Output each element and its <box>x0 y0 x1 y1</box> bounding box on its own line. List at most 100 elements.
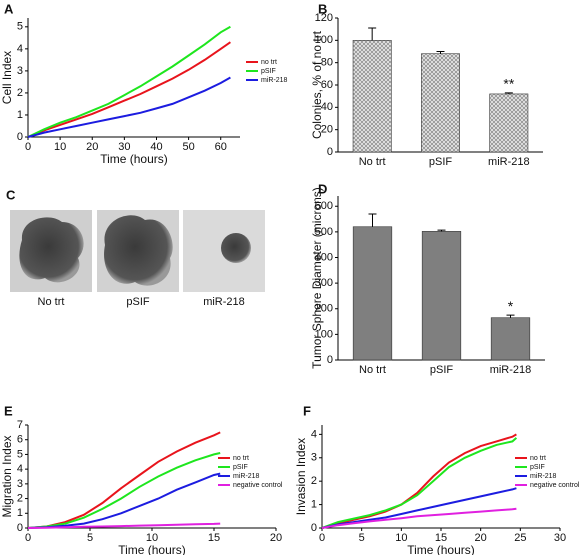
x-tick-label: pSIF <box>429 156 453 168</box>
x-tick-label: 30 <box>554 532 566 544</box>
y-tick-label: 80 <box>321 57 333 69</box>
x-tick-label: 5 <box>359 532 365 544</box>
error-bar <box>368 213 377 227</box>
y-tick-label: 0 <box>17 131 23 143</box>
image-label: No trt <box>38 296 65 308</box>
y-tick-label: 3 <box>17 65 23 77</box>
series-line <box>27 431 221 529</box>
y-tick-label: 20 <box>321 124 333 136</box>
series-line <box>27 25 231 138</box>
series-line <box>321 433 517 529</box>
series-line <box>27 522 221 529</box>
legend-label: miR-218 <box>530 473 557 480</box>
x-tick-label: 0 <box>25 141 31 153</box>
y-tick-label: 4 <box>17 463 23 475</box>
y-tick-label: 200 <box>315 303 333 315</box>
y-tick-label: 5 <box>17 448 23 460</box>
bar <box>490 317 531 361</box>
y-tick-label: 600 <box>315 200 333 212</box>
y-tick-label: 400 <box>315 251 333 263</box>
x-tick-label: 25 <box>514 532 526 544</box>
y-tick-label: 500 <box>315 226 333 238</box>
x-tick-label: 20 <box>270 532 282 544</box>
x-tick-label: 30 <box>118 141 130 153</box>
y-tick-label: 4 <box>311 428 317 440</box>
legend-label: pSIF <box>233 464 248 471</box>
y-tick-label: 40 <box>321 101 333 113</box>
y-tick-label: 2 <box>311 475 317 487</box>
annotation: * <box>508 298 514 314</box>
sphere <box>104 215 173 286</box>
panel-letter: C <box>6 187 16 202</box>
panel-letter: E <box>4 403 13 418</box>
y-tick-label: 0 <box>17 522 23 534</box>
x-tick-label: 20 <box>86 141 98 153</box>
x-tick-label: 20 <box>475 532 487 544</box>
legend-label: miR-218 <box>233 473 260 480</box>
series-line <box>321 437 518 529</box>
y-tick-label: 7 <box>17 419 23 431</box>
y-tick-label: 4 <box>17 43 23 55</box>
error-bar <box>436 51 445 54</box>
x-tick-label: 10 <box>146 532 158 544</box>
x-tick-label: 10 <box>54 141 66 153</box>
y-axis-label: Tumor Sphere Diameter (microns) <box>310 187 324 369</box>
series-line <box>27 452 221 529</box>
x-tick-label: 15 <box>435 532 447 544</box>
panel-letter: F <box>303 403 311 418</box>
x-tick-label: 10 <box>395 532 407 544</box>
y-tick-label: 0 <box>327 146 333 158</box>
x-axis-label: Time (hours) <box>118 543 186 555</box>
y-tick-label: 0 <box>311 522 317 534</box>
x-tick-label: 60 <box>215 141 227 153</box>
sphere <box>221 233 251 263</box>
bar <box>352 226 393 361</box>
image-label: pSIF <box>126 296 150 308</box>
x-tick-label: No trt <box>359 364 386 376</box>
sphere <box>19 217 84 283</box>
y-tick-label: 120 <box>315 12 333 24</box>
y-tick-label: 3 <box>17 478 23 490</box>
bar <box>352 40 392 153</box>
y-tick-label: 1 <box>311 498 317 510</box>
image-label: miR-218 <box>203 296 245 308</box>
error-bar <box>506 314 515 318</box>
y-tick-label: 2 <box>17 492 23 504</box>
error-bar <box>368 27 377 41</box>
panel-c: C No trt pSIF miR-218 <box>6 187 265 308</box>
annotation: ** <box>503 76 514 92</box>
series-line <box>27 41 231 138</box>
legend-label: pSIF <box>530 464 545 471</box>
y-tick-label: 0 <box>327 354 333 366</box>
bar <box>489 93 529 153</box>
x-tick-label: 15 <box>208 532 220 544</box>
legend-label: negative control <box>530 482 580 489</box>
legend-label: miR-218 <box>261 77 288 84</box>
error-bar <box>437 229 446 232</box>
x-tick-label: miR-218 <box>488 156 530 168</box>
y-axis-label: Cell Index <box>0 51 14 104</box>
legend-label: no trt <box>261 59 277 66</box>
panel-letter: B <box>318 1 327 16</box>
legend-label: no trt <box>233 455 249 462</box>
x-tick-label: 0 <box>25 532 31 544</box>
series-line <box>321 487 517 529</box>
y-tick-label: 100 <box>315 328 333 340</box>
y-axis-label: Colonies, % of no trt <box>310 30 324 139</box>
error-bar <box>504 92 513 94</box>
y-tick-label: 5 <box>17 21 23 33</box>
x-axis-label: Time (hours) <box>407 543 475 555</box>
y-tick-label: 100 <box>315 34 333 46</box>
series-line <box>27 472 221 529</box>
x-axis-label: Time (hours) <box>100 152 168 166</box>
legend-label: pSIF <box>261 68 276 75</box>
panel-letter: A <box>4 1 14 16</box>
series-line <box>27 76 231 138</box>
x-tick-label: pSIF <box>430 364 454 376</box>
legend-label: no trt <box>530 455 546 462</box>
x-tick-label: 0 <box>319 532 325 544</box>
y-tick-label: 1 <box>17 507 23 519</box>
y-tick-label: 6 <box>17 434 23 446</box>
x-tick-label: miR-218 <box>490 364 532 376</box>
